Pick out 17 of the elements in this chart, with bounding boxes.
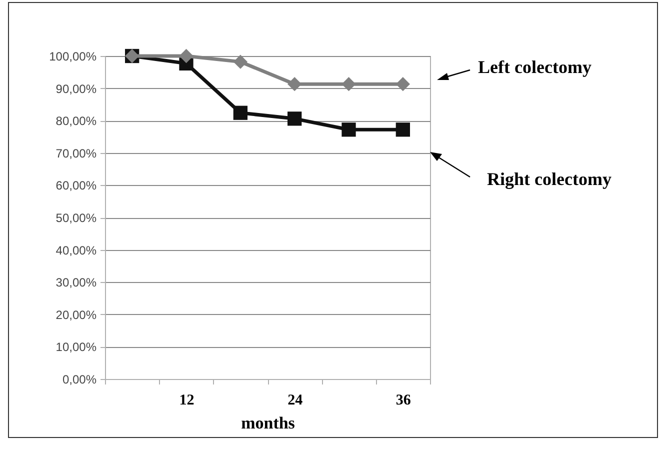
x-axis-title: months [241, 414, 296, 432]
x-tick-label: 36 [396, 392, 412, 408]
x-tick-label: 24 [288, 392, 304, 408]
y-tick-label: 80,00% [56, 114, 97, 128]
y-tick-label: 90,00% [56, 82, 97, 96]
y-tick-label: 10,00% [56, 340, 97, 354]
x-tick-label: 12 [179, 392, 194, 408]
y-tick-label: 20,00% [56, 308, 97, 322]
y-tick-label: 50,00% [56, 211, 97, 225]
y-tick-label: 40,00% [56, 243, 97, 258]
y-tick-label: 60,00% [56, 178, 97, 193]
text: Left colectomy [478, 57, 592, 77]
y-tick-label: 100,00% [49, 50, 97, 64]
y-tick-label: 70,00% [56, 146, 97, 160]
y-tick-label: 0,00% [62, 372, 97, 386]
y-tick-label: 30,00% [56, 276, 97, 290]
text: Right colectomy [487, 169, 612, 189]
